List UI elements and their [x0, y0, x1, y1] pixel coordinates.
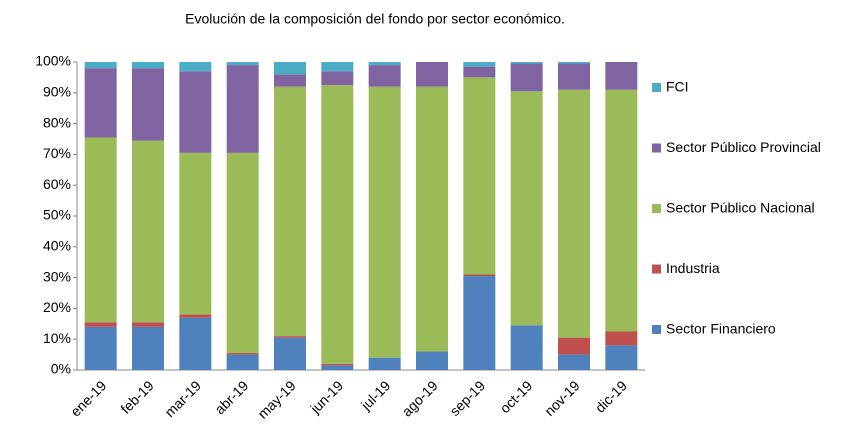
bar-segment [510, 325, 543, 370]
y-tick-label: 100% [35, 53, 71, 69]
bar-segment [226, 354, 259, 370]
bar-segment [510, 91, 543, 326]
bar-segment [179, 71, 212, 153]
y-tick-label: 50% [43, 207, 71, 223]
bar-segment [179, 152, 212, 315]
x-tick-label: mar-19 [161, 377, 204, 420]
x-tick-label: jun-19 [307, 377, 347, 417]
x-tick-label: may-19 [254, 377, 298, 421]
bar-segment [274, 74, 306, 87]
bar-segment [84, 68, 117, 138]
legend-swatch [652, 204, 661, 213]
bar-segment [321, 85, 354, 364]
bar-segment [132, 68, 164, 141]
legend-label: Sector Público Nacional [666, 200, 815, 216]
legend-swatch [652, 264, 661, 274]
y-tick-label: 20% [43, 299, 71, 315]
bar-segment [226, 65, 259, 153]
bar-segment [84, 322, 117, 327]
bar-segment [368, 62, 401, 66]
bar-segment [226, 353, 259, 355]
bar-segment [605, 345, 638, 370]
bar-segment [321, 365, 354, 370]
legend-label: FCI [666, 79, 689, 95]
bar-segment [84, 137, 117, 323]
y-tick-label: 30% [43, 268, 71, 284]
bar-segment [368, 65, 401, 87]
bar-segment [558, 62, 590, 64]
x-tick-label: ago-19 [399, 377, 441, 419]
x-tick-label: nov-19 [541, 377, 583, 419]
y-tick-label: 10% [43, 330, 71, 346]
bar-segment [321, 363, 354, 366]
bar-segment [463, 62, 496, 67]
bar-segment [416, 62, 448, 87]
bar-segment [368, 357, 401, 370]
bar-segment [84, 62, 117, 69]
bar-segment [605, 331, 638, 346]
legend-swatch [652, 143, 661, 153]
x-tick-label: feb-19 [117, 377, 157, 417]
x-tick-label: oct-19 [497, 377, 536, 416]
y-tick-label: 90% [43, 84, 71, 100]
bar-segment [416, 351, 448, 370]
bar-segment [321, 71, 354, 86]
bar-segment [226, 152, 259, 354]
y-tick-label: 60% [43, 176, 71, 192]
bar-segment [463, 77, 496, 275]
bar-segment [84, 326, 117, 370]
legend-label: Industria [666, 260, 720, 276]
legend-swatch [652, 83, 661, 92]
bar-segment [274, 86, 306, 337]
bar-segment [463, 274, 496, 277]
bar-segment [510, 62, 543, 64]
bar-segment [274, 337, 306, 370]
bar-segment [558, 89, 590, 338]
bar-segment [463, 66, 496, 78]
bar-segment [368, 86, 401, 358]
bar-segment [132, 140, 164, 323]
bar-segment [179, 314, 212, 318]
chart-title: Evolución de la composición del fondo po… [185, 11, 565, 27]
x-tick-label: ene-19 [67, 377, 109, 419]
x-tick-label: jul-19 [357, 377, 393, 413]
bar-segment [274, 62, 306, 75]
bar-segment [558, 337, 590, 355]
y-tick-label: 0% [51, 361, 71, 377]
bar-segment [558, 354, 590, 370]
bar-segment [179, 317, 212, 370]
bar-segment [463, 276, 496, 370]
legend-label: Sector Público Provincial [666, 139, 821, 155]
bar-segment [132, 62, 164, 69]
bar-segment [132, 322, 164, 327]
legend-swatch [652, 325, 661, 334]
y-tick-label: 40% [43, 238, 71, 254]
bar-segment [274, 336, 306, 338]
bar-segment [179, 62, 212, 72]
bar-segment [321, 62, 354, 72]
bar-segment [605, 62, 638, 90]
bar-segment [605, 89, 638, 332]
x-tick-label: abr-19 [211, 377, 251, 417]
bar-segment [558, 63, 590, 90]
bar-segment [416, 86, 448, 352]
bar-segment [132, 326, 164, 370]
x-tick-label: sep-19 [446, 377, 488, 419]
bar-segment [226, 62, 259, 66]
legend-label: Sector Financiero [666, 321, 776, 337]
y-tick-label: 80% [43, 114, 71, 130]
bar-segment [510, 63, 543, 92]
y-tick-label: 70% [43, 145, 71, 161]
x-tick-label: dic-19 [592, 377, 630, 415]
